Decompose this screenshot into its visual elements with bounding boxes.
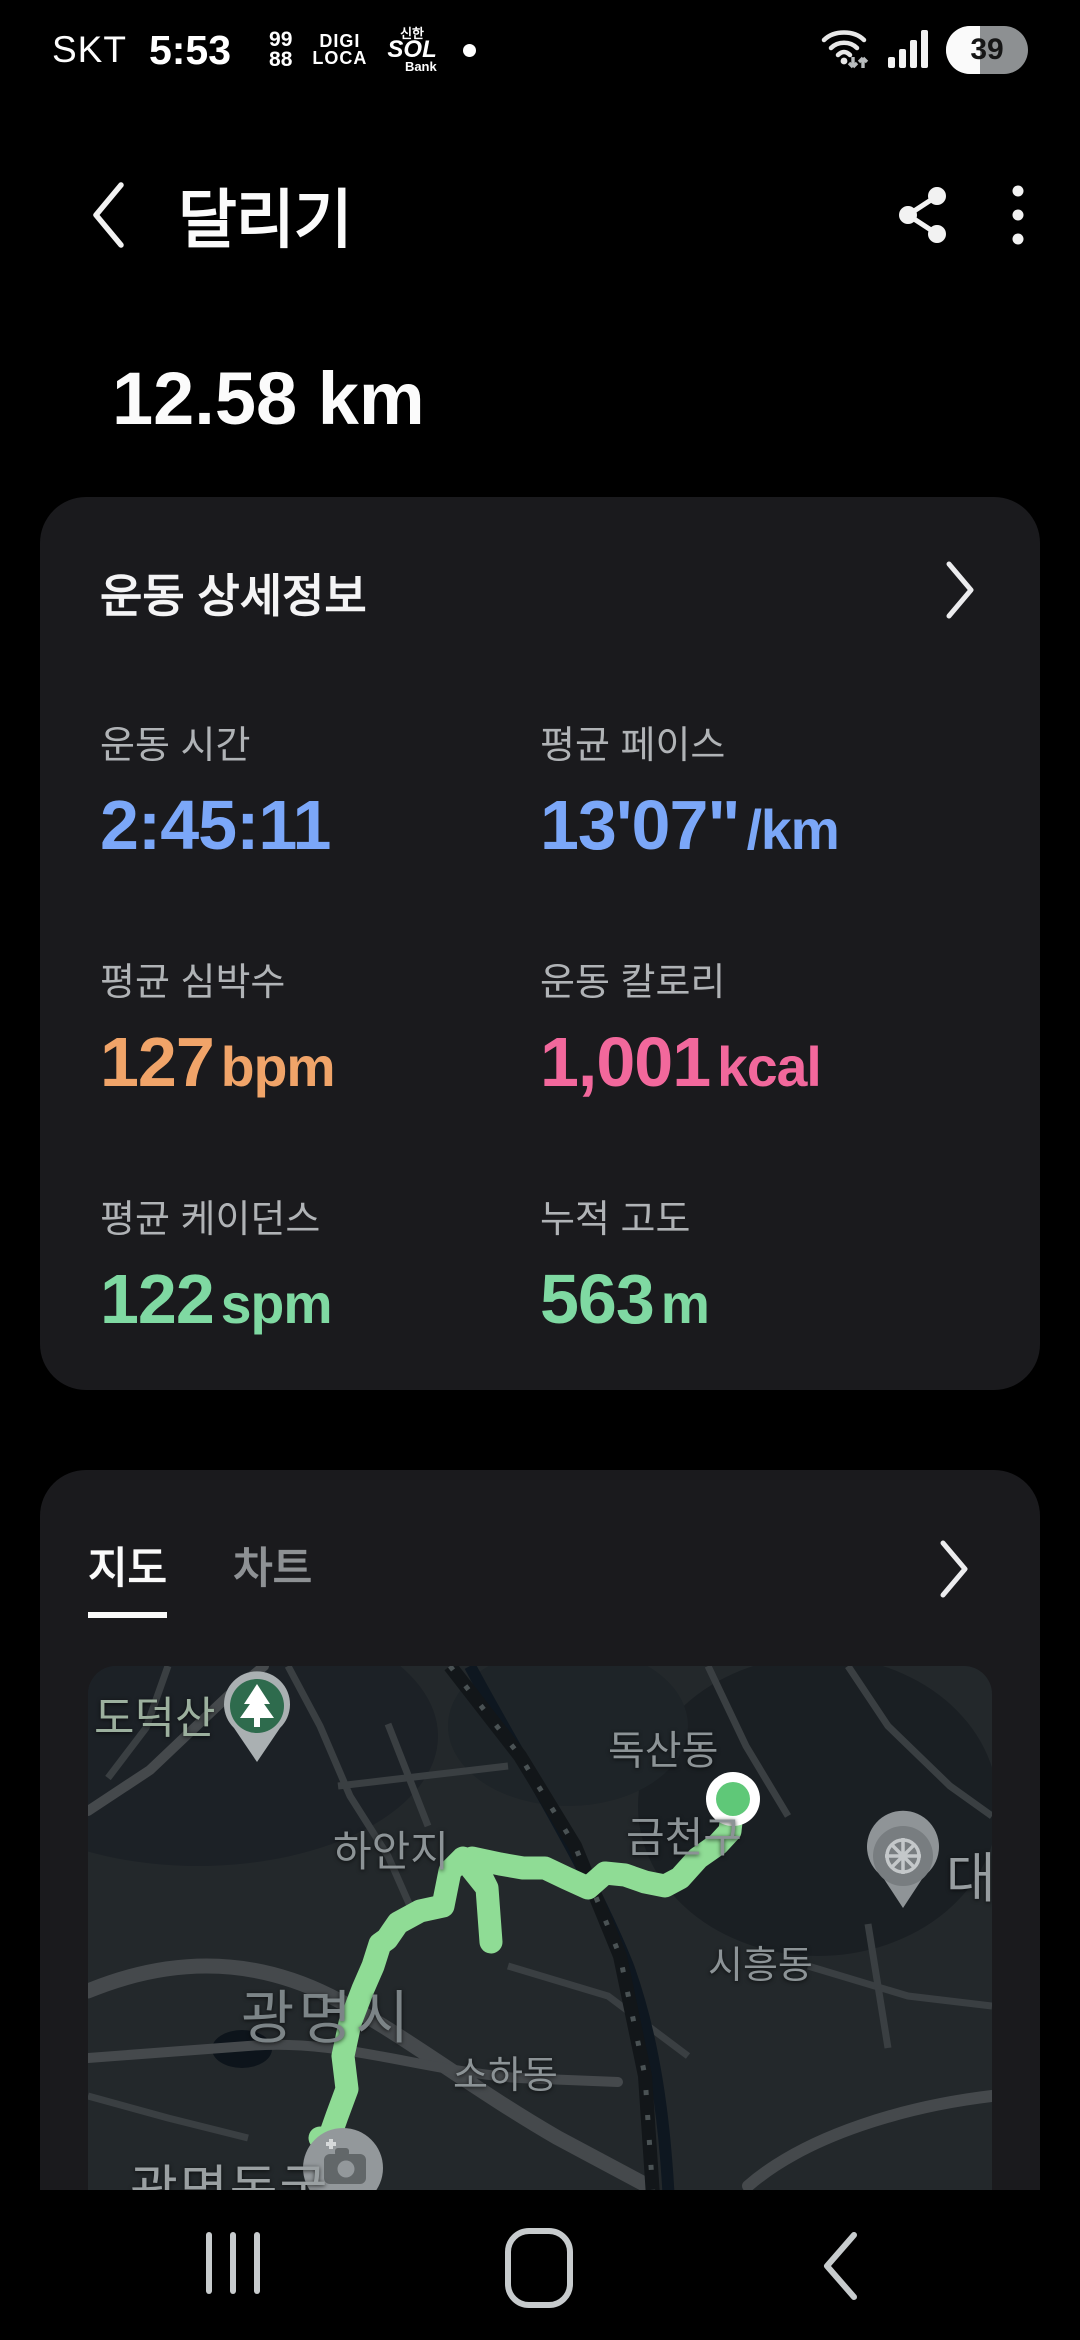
stat-avg-heart-rate: 평균 심박수 127 bpm (100, 962, 336, 1101)
wifi-icon (820, 24, 872, 77)
map-chart-card: 지도 차트 (40, 1470, 1040, 2190)
kebab-menu-icon (1012, 185, 1024, 245)
stat-duration: 운동 시간 2:45:11 (100, 725, 331, 864)
map-card-tabs: 지도 차트 (88, 1534, 992, 1618)
system-navigation-bar (0, 2190, 1080, 2340)
stats-grid: 운동 시간 2:45:11 평균 페이스 13'07"/km 평균 심박수 12… (100, 714, 988, 1339)
more-notifications-dot-icon (462, 43, 476, 57)
battery-fill-level (946, 26, 981, 74)
signal-strength-icon (886, 25, 932, 76)
tab-chart[interactable]: 차트 (233, 1534, 312, 1618)
more-options-button[interactable] (1012, 184, 1024, 246)
map-label-dodeoksan: 도덕산 (94, 1694, 216, 1743)
map-label-geumcheongu: 금천구 (626, 1814, 742, 1861)
navigation-back-button[interactable] (818, 2230, 862, 2305)
shinhan-sol-bank-notification-icon: 신한 SOL Bank (387, 25, 437, 74)
stat-calories: 운동 칼로리 1,001 kcal (540, 962, 822, 1101)
stat-avg-pace: 평균 페이스 13'07"/km (540, 725, 840, 864)
map-label-sohadong: 소하동 (453, 2055, 558, 2097)
route-endpoint-marker (706, 1772, 760, 1826)
digiloca-notification-icon: DIGI LOCA (312, 30, 368, 68)
map-label-gwangmyeongdonggul: 광명동굴 (130, 2148, 329, 2190)
park-pin-icon (223, 1671, 290, 1762)
recent-apps-button[interactable] (206, 2232, 260, 2294)
details-chevron-icon (944, 559, 976, 626)
home-button[interactable] (505, 2228, 573, 2308)
share-button[interactable] (896, 186, 950, 244)
app-header: 달리기 (0, 150, 1080, 280)
map-label-doksandong: 독산동 (608, 1729, 719, 1773)
map-card-chevron-icon (938, 1538, 970, 1605)
battery-percent: 39 (970, 33, 1004, 66)
stat-avg-cadence: 평균 케이던스 122 spm (100, 1199, 332, 1338)
nav-back-chevron-icon (824, 2232, 857, 2300)
photo-spot-pin-icon (303, 2128, 383, 2190)
map-label-haanji: 하안지 (333, 1828, 449, 1875)
route-map-canvas (88, 1666, 992, 2190)
map-label-dae-clipped: 대 (946, 1849, 992, 1909)
stat-value: 13'07" (540, 786, 741, 864)
map-label-siheungdong: 시흥동 (708, 1945, 813, 1987)
status-bar: SKT 5:53 99 88 DIGI LOCA 신한 SOL Bank (0, 0, 1080, 100)
total-distance-value: 12.58 km (112, 357, 425, 440)
amusement-park-pin-icon (867, 1810, 939, 1908)
map-label-gwangmyeongsi: 광명시 (241, 1986, 414, 2051)
back-button[interactable] (88, 179, 128, 251)
stat-value: 127 (100, 1023, 215, 1101)
tab-map[interactable]: 지도 (88, 1534, 168, 1618)
stat-value: 1,001 (540, 1023, 711, 1101)
carrier-label: SKT (52, 29, 127, 70)
loca-app-notification-icon: 99 88 (269, 28, 293, 71)
share-icon (899, 187, 946, 243)
run-route-line (308, 1791, 745, 2156)
route-map[interactable]: 도덕산 독산동 하안지 금천구 시흥동 대 광명시 소하동 광명동굴 (88, 1666, 992, 2190)
recents-icon (206, 2232, 212, 2294)
stat-value: 563 (540, 1260, 655, 1338)
status-time: 5:53 (148, 26, 232, 73)
stat-elevation-gain: 누적 고도 563 m (540, 1199, 710, 1338)
details-card-title: 운동 상세정보 (100, 569, 367, 622)
workout-details-header[interactable]: 운동 상세정보 (100, 559, 988, 626)
stat-value: 122 (100, 1260, 215, 1338)
back-chevron-icon (93, 182, 124, 248)
stat-value: 2:45:11 (100, 786, 331, 864)
page-title: 달리기 (178, 184, 353, 256)
notification-icons: 99 88 DIGI LOCA 신한 SOL Bank (269, 25, 476, 74)
workout-details-card: 운동 상세정보 운동 시간 2:45:11 평균 페이스 13'07"/km 평… (40, 497, 1040, 1390)
battery-indicator: 39 (946, 26, 1028, 74)
